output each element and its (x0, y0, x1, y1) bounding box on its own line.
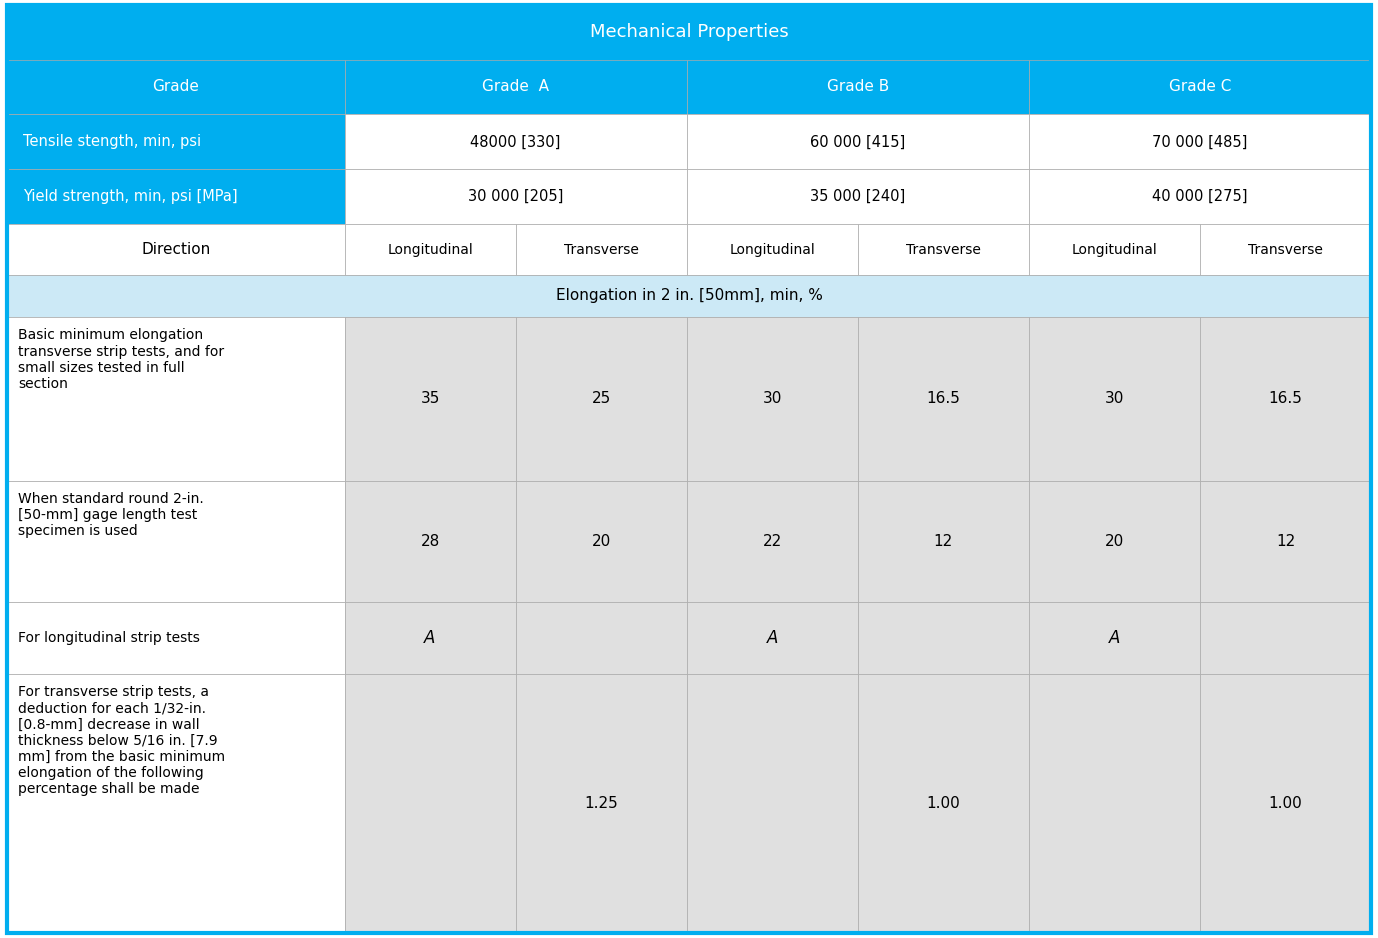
Text: Grade  A: Grade A (482, 80, 548, 95)
Text: 30 000 [205]: 30 000 [205] (469, 189, 564, 204)
Text: A: A (1109, 628, 1120, 647)
Bar (344, 114, 686, 169)
Bar (515, 224, 686, 275)
Text: Transverse: Transverse (905, 243, 981, 256)
Text: Mechanical Properties: Mechanical Properties (590, 23, 788, 41)
Text: Longitudinal: Longitudinal (1072, 243, 1158, 256)
Bar (7, 317, 344, 480)
Text: Longitudinal: Longitudinal (387, 243, 473, 256)
Text: For transverse strip tests, a
deduction for each 1/32-in.
[0.8-mm] decrease in w: For transverse strip tests, a deduction … (18, 685, 225, 796)
Bar (7, 169, 344, 224)
Text: Grade B: Grade B (827, 80, 889, 95)
Bar (7, 275, 1371, 317)
Bar (857, 317, 1029, 480)
Text: Yield strength, min, psi [MPa]: Yield strength, min, psi [MPa] (23, 189, 238, 204)
Bar (857, 673, 1029, 933)
Text: 35 000 [240]: 35 000 [240] (810, 189, 905, 204)
Bar (515, 602, 686, 673)
Bar (7, 602, 344, 673)
Text: 40 000 [275]: 40 000 [275] (1152, 189, 1247, 204)
Text: Tensile stength, min, psi: Tensile stength, min, psi (23, 134, 201, 149)
Text: 25: 25 (591, 391, 610, 406)
Text: Transverse: Transverse (1248, 243, 1323, 256)
Bar (1029, 480, 1200, 602)
Text: Direction: Direction (141, 242, 211, 257)
Bar (515, 480, 686, 602)
Bar (344, 602, 515, 673)
Text: For longitudinal strip tests: For longitudinal strip tests (18, 631, 200, 644)
Bar (515, 673, 686, 933)
Bar (344, 60, 686, 114)
Bar (686, 60, 1029, 114)
Bar (686, 602, 857, 673)
Bar (1029, 169, 1371, 224)
Bar (857, 224, 1029, 275)
Text: 20: 20 (591, 534, 610, 549)
Bar (1200, 673, 1371, 933)
Bar (1200, 602, 1371, 673)
Bar (686, 224, 857, 275)
Text: 16.5: 16.5 (926, 391, 960, 406)
Bar (7, 60, 344, 114)
Bar (686, 317, 857, 480)
Bar (1029, 602, 1200, 673)
Bar (1029, 673, 1200, 933)
Text: Longitudinal: Longitudinal (729, 243, 816, 256)
Text: Transverse: Transverse (564, 243, 638, 256)
Bar (344, 224, 515, 275)
Bar (344, 317, 515, 480)
Bar (344, 480, 515, 602)
Bar (7, 480, 344, 602)
Bar (857, 602, 1029, 673)
Bar (7, 5, 1371, 60)
Text: 16.5: 16.5 (1269, 391, 1302, 406)
Text: Elongation in 2 in. [50mm], min, %: Elongation in 2 in. [50mm], min, % (555, 289, 823, 303)
Bar (1029, 60, 1371, 114)
Bar (1029, 224, 1200, 275)
Bar (857, 480, 1029, 602)
Text: 70 000 [485]: 70 000 [485] (1152, 134, 1247, 149)
Text: 1.25: 1.25 (584, 796, 617, 811)
Bar (515, 317, 686, 480)
Bar (686, 673, 857, 933)
Text: 30: 30 (762, 391, 781, 406)
Bar (1200, 317, 1371, 480)
Bar (1200, 480, 1371, 602)
Text: 30: 30 (1105, 391, 1124, 406)
Text: 1.00: 1.00 (926, 796, 960, 811)
Bar (686, 480, 857, 602)
Text: A: A (424, 628, 435, 647)
Text: 60 000 [415]: 60 000 [415] (810, 134, 905, 149)
Bar (686, 169, 1029, 224)
Text: 28: 28 (420, 534, 440, 549)
Bar (7, 673, 344, 933)
Text: 22: 22 (762, 534, 781, 549)
Bar (1029, 114, 1371, 169)
Text: 35: 35 (420, 391, 440, 406)
Text: Grade: Grade (152, 80, 200, 95)
Text: 48000 [330]: 48000 [330] (470, 134, 561, 149)
Text: 12: 12 (934, 534, 954, 549)
Bar (344, 673, 515, 933)
Text: Grade C: Grade C (1169, 80, 1231, 95)
Text: 20: 20 (1105, 534, 1124, 549)
Text: 12: 12 (1276, 534, 1295, 549)
Bar (1029, 317, 1200, 480)
Bar (1200, 224, 1371, 275)
Bar (7, 114, 344, 169)
Bar (344, 169, 686, 224)
Text: 1.00: 1.00 (1269, 796, 1302, 811)
Text: Basic minimum elongation
transverse strip tests, and for
small sizes tested in f: Basic minimum elongation transverse stri… (18, 328, 225, 391)
Bar (7, 224, 344, 275)
Bar (686, 114, 1029, 169)
Text: When standard round 2-in.
[50-mm] gage length test
specimen is used: When standard round 2-in. [50-mm] gage l… (18, 492, 204, 538)
Text: A: A (766, 628, 779, 647)
